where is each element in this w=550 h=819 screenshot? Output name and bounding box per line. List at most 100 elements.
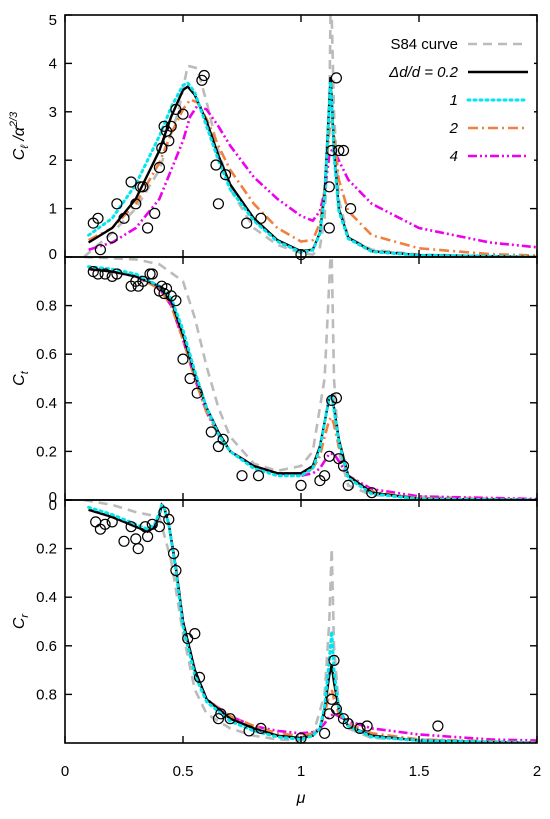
data-point [149,207,161,219]
data-point [217,433,229,445]
data-point [330,392,342,404]
data-point [243,725,255,737]
legend-label-n2: 2 [449,120,459,137]
data-point [323,450,335,462]
data-point [323,222,335,234]
data-point [330,703,342,715]
series-lines [83,15,537,743]
series-line-s84-bottom [83,500,537,743]
data-point [326,144,338,157]
data-point [153,161,165,174]
legend-label-d02: Δd/d = 0.2 [388,64,459,81]
y-tick-label: 0.2 [36,443,57,460]
data-point [212,198,224,210]
data-point [165,120,177,132]
data-point [241,217,253,229]
data-point [142,222,154,234]
data-points [87,69,444,744]
data-point [319,727,331,739]
data-point [361,720,373,732]
data-point [130,533,142,545]
x-tick-label: 2 [533,763,541,780]
y-tick-label: 0.8 [36,686,57,703]
tick-labels: 0 1 2 3 4 5 0 0.2 0.4 0.6 0.8 0 0.2 0.4 0.6 0.8 0 0.5 1 1.5… [36,12,541,780]
data-point [163,135,175,147]
series-line-n2-top [88,98,537,257]
y-tick-label: 0.8 [36,298,57,315]
series-line-n1-bottom [87,502,537,743]
data-point [90,516,102,528]
y-tick-label: 0 [49,489,57,506]
data-point [130,198,142,210]
y-tick-label: 5 [49,12,57,29]
data-point [215,708,227,720]
y-tick-label: 0 [49,497,57,514]
data-point [99,268,111,280]
data-point [323,181,335,193]
series-line-d02-bottom [88,502,537,743]
data-point [210,159,222,171]
data-point [326,693,338,705]
series-line-n4-bottom [88,502,537,742]
data-point [106,516,118,528]
x-tick-label: 1.5 [409,763,430,780]
data-point [184,372,196,385]
y-tick-label: 4 [49,55,57,72]
y-tick-label: 0.6 [36,638,57,655]
series-line-n2-bottom [88,502,537,743]
data-point [198,69,210,82]
data-point [92,212,104,224]
y-tick-label: 0 [49,246,57,263]
y-axis-label-bottom: Cr [11,613,31,630]
x-tick-label: 1 [297,763,305,780]
x-tick-label: 0.5 [173,763,194,780]
data-point [212,440,224,453]
axis-labels: Cℓ /α2/3 Ct Cr μ [8,111,306,807]
data-point [432,720,444,732]
data-point [168,547,180,560]
y-tick-label: 2 [49,152,57,169]
data-point [337,144,350,157]
data-point [252,470,265,482]
data-point [163,513,175,526]
axes-frame-middle [64,256,538,501]
data-point [146,268,158,280]
data-point [224,713,236,725]
y-axis-label-middle: Ct [11,370,31,386]
data-point [99,518,111,530]
data-point [342,479,354,491]
data-point [118,535,130,547]
x-axis-label: μ [296,790,306,807]
y-tick-label: 3 [49,104,57,121]
series-line-n1-middle [87,265,537,500]
data-point [125,521,137,533]
legend-label-n1: 1 [450,92,458,109]
data-point [146,518,158,530]
data-point [153,521,165,533]
data-point [354,722,366,735]
data-point [142,530,154,543]
data-point [144,268,156,280]
data-point [170,295,182,307]
series-line-n4-top [88,104,537,251]
data-point [345,203,357,215]
data-point [205,426,217,438]
data-point [189,627,201,640]
data-point [219,169,232,181]
data-point [236,470,248,482]
data-point [255,722,267,735]
data-point [106,232,118,244]
data-point [111,198,123,210]
data-point [94,244,107,256]
series-line-n1-top [87,80,537,257]
data-point [177,353,189,365]
y-tick-label: 0.4 [36,589,57,606]
data-point [177,108,189,120]
y-axis-label-top: Cℓ /α2/3 [8,111,31,160]
data-point [330,72,342,84]
data-point [295,479,307,491]
data-point [118,212,130,224]
data-point [132,542,144,555]
data-point [170,564,182,577]
